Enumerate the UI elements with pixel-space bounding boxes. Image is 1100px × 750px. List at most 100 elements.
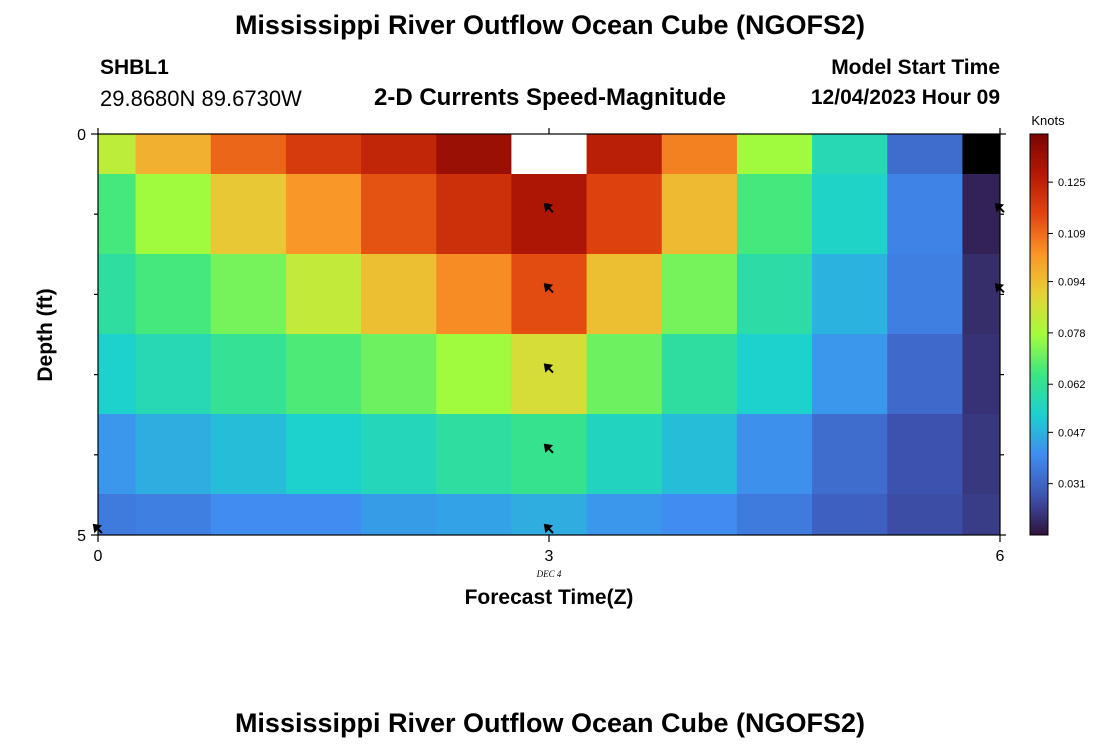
heatmap-cell <box>285 134 362 175</box>
heatmap-cell <box>736 334 813 415</box>
page-title-repeat: Mississippi River Outflow Ocean Cube (NG… <box>234 708 866 738</box>
heatmap-cell <box>135 414 212 495</box>
x-tick-label: 3 <box>545 548 554 565</box>
colorbar-tick-label: 0.047 <box>1058 427 1086 439</box>
heatmap-cell <box>586 494 663 536</box>
chart-subtitle: 2-D Currents Speed-Magnitude <box>373 84 727 111</box>
heatmap-cell <box>812 414 888 495</box>
heatmap-cell <box>887 334 963 415</box>
heatmap-cell <box>436 494 512 536</box>
heatmap-cell <box>962 134 1001 175</box>
heatmap-cell <box>361 254 437 335</box>
model-start-value: 12/04/2023 Hour 09 <box>810 86 1000 109</box>
station-id: SHBL1 <box>100 56 169 79</box>
heatmap-cell <box>586 174 663 255</box>
colorbar-scale <box>1029 133 1049 536</box>
heatmap-cell <box>98 174 137 255</box>
heatmap-cell <box>736 134 813 175</box>
heatmap-cell <box>736 414 813 495</box>
heatmap-cell <box>887 254 963 335</box>
current-vector-arrow <box>92 523 103 534</box>
heatmap-cell <box>736 254 813 335</box>
heatmap-cell <box>661 254 738 335</box>
heatmap-cell <box>210 334 287 415</box>
heatmap-cell <box>285 174 362 255</box>
heatmap-cell <box>361 414 437 495</box>
heatmap-cell <box>210 414 287 495</box>
heatmap-cell <box>812 334 888 415</box>
heatmap-cell <box>436 334 512 415</box>
current-vector-arrow <box>543 443 554 454</box>
x-tick-label: 0 <box>94 548 103 565</box>
heatmap-cell <box>736 494 813 536</box>
heatmap-cell <box>887 174 963 255</box>
current-vector-arrow <box>543 363 554 374</box>
heatmap-cell <box>98 134 137 175</box>
colorbar-tick-label: 0.125 <box>1058 177 1086 189</box>
colorbar: Knots 0.125 0.109 0.094 0.078 0.062 0.047 0.03… <box>1029 113 1086 536</box>
heatmap-cell <box>962 254 1001 335</box>
heatmap-cell <box>210 494 287 536</box>
heatmap-cell <box>135 174 212 255</box>
heatmap-cell <box>511 254 588 335</box>
current-vector-arrow <box>543 523 554 534</box>
heatmap-cell <box>812 254 888 335</box>
heatmap-cell <box>511 334 588 415</box>
y-axis-label: Depth (ft) <box>34 288 57 381</box>
heatmap-cell <box>661 174 738 255</box>
heatmap-cell <box>135 134 212 175</box>
heatmap-cell <box>661 494 738 536</box>
heatmap-cell <box>962 334 1001 415</box>
heatmap-cell <box>285 334 362 415</box>
heatmap-cell <box>736 174 813 255</box>
heatmap-cell <box>285 254 362 335</box>
heatmap-cell <box>436 174 512 255</box>
heatmap-cell <box>812 494 888 536</box>
heatmap-cell <box>361 494 437 536</box>
current-vector-arrow <box>543 202 554 213</box>
heatmap-cell <box>812 134 888 175</box>
heatmap-cell <box>511 134 588 175</box>
heatmap-cell <box>586 254 663 335</box>
x-tick-label: 6 <box>996 548 1005 565</box>
heatmap-cell <box>812 174 888 255</box>
model-start-label: Model Start Time <box>831 56 1000 79</box>
colorbar-tick-label: 0.094 <box>1058 277 1086 289</box>
heatmap-cell <box>285 494 362 536</box>
heatmap-cell <box>887 414 963 495</box>
current-vector-arrow <box>543 283 554 294</box>
heatmap-cell <box>962 414 1001 495</box>
heatmap-cells <box>98 134 1001 536</box>
heatmap-cell <box>436 414 512 495</box>
heatmap-cell <box>361 174 437 255</box>
current-vectors <box>92 202 1005 534</box>
heatmap-cell <box>135 334 212 415</box>
heatmap-cell <box>135 254 212 335</box>
colorbar-tick-label: 0.031 <box>1058 479 1086 491</box>
heatmap-cell <box>135 494 212 536</box>
heatmap-cell <box>586 334 663 415</box>
heatmap-cell <box>98 254 137 335</box>
colorbar-tick-label: 0.078 <box>1058 328 1086 340</box>
heatmap-cell <box>436 134 512 175</box>
heatmap-cell <box>586 134 663 175</box>
page-title: Mississippi River Outflow Ocean Cube (NG… <box>234 10 866 40</box>
x-axis-date-label: DEC 4 <box>536 569 562 579</box>
x-axis-label: Forecast Time(Z) <box>465 586 634 609</box>
current-vector-arrow <box>994 202 1005 213</box>
colorbar-tick-label: 0.062 <box>1058 379 1086 391</box>
heatmap-cell <box>962 174 1001 255</box>
heatmap-cell <box>285 414 362 495</box>
heatmap-cell <box>210 174 287 255</box>
y-tick-label: 0 <box>77 127 86 144</box>
heatmap-cell <box>361 334 437 415</box>
heatmap-cell <box>210 134 287 175</box>
heatmap-cell <box>887 494 963 536</box>
current-vector-arrow <box>994 283 1005 294</box>
heatmap-cell <box>661 414 738 495</box>
heatmap-cell <box>962 494 1001 536</box>
colorbar-tick-label: 0.109 <box>1058 228 1086 240</box>
heatmap-cell <box>586 414 663 495</box>
axes: 0 3 605 <box>77 127 1006 565</box>
heatmap-cell <box>661 334 738 415</box>
